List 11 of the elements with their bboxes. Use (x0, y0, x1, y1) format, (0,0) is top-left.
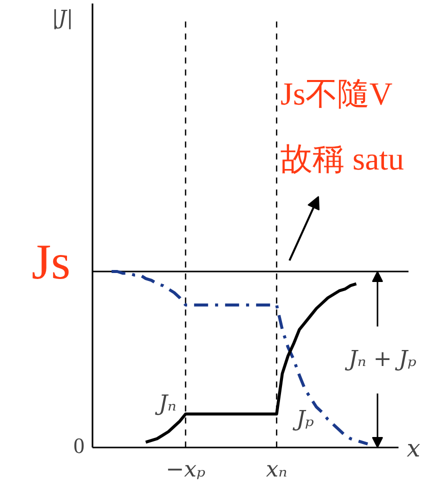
text: 故稱 satu (280, 140, 404, 176)
x-tick-label: −xₚ (166, 458, 206, 482)
text: Js不隨V (280, 76, 393, 112)
text: |J| (52, 6, 74, 30)
ref-line-label: Js (32, 234, 71, 290)
series-label: Jₚ (292, 406, 314, 432)
x-tick-label: xₙ (266, 458, 288, 482)
annotation: Jₙ + Jₚ (344, 347, 417, 372)
series-label: Jₙ (154, 392, 176, 417)
x-axis-title: x (406, 434, 421, 462)
text: 0 (74, 433, 84, 458)
